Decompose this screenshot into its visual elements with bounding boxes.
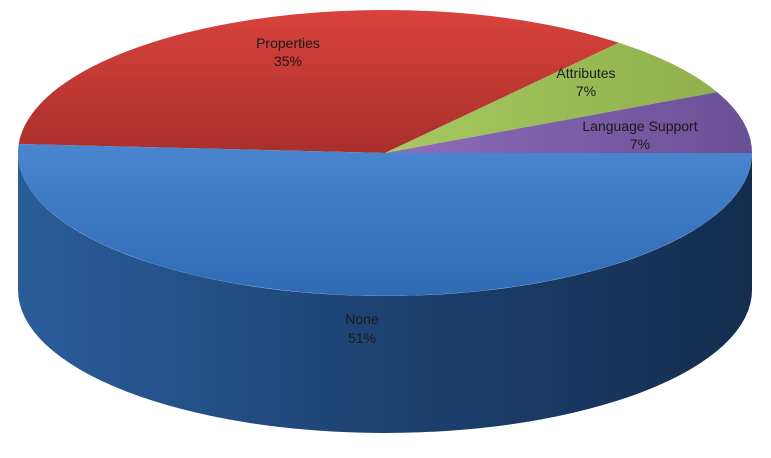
value-attributes: 7% (576, 83, 596, 99)
label-properties: Properties (256, 35, 320, 51)
pie-side-wall (18, 153, 752, 433)
label-language-support: Language Support (582, 118, 697, 134)
value-language-support: 7% (630, 136, 650, 152)
value-properties: 35% (274, 53, 302, 69)
pie-slice-none (18, 144, 752, 296)
pie-slice-language-support (385, 92, 752, 153)
label-none: None (345, 311, 379, 327)
label-attributes: Attributes (556, 65, 615, 81)
pie-slice-properties (18, 9, 619, 154)
value-none: 51% (348, 330, 376, 346)
pie-slice-attributes (385, 42, 718, 153)
